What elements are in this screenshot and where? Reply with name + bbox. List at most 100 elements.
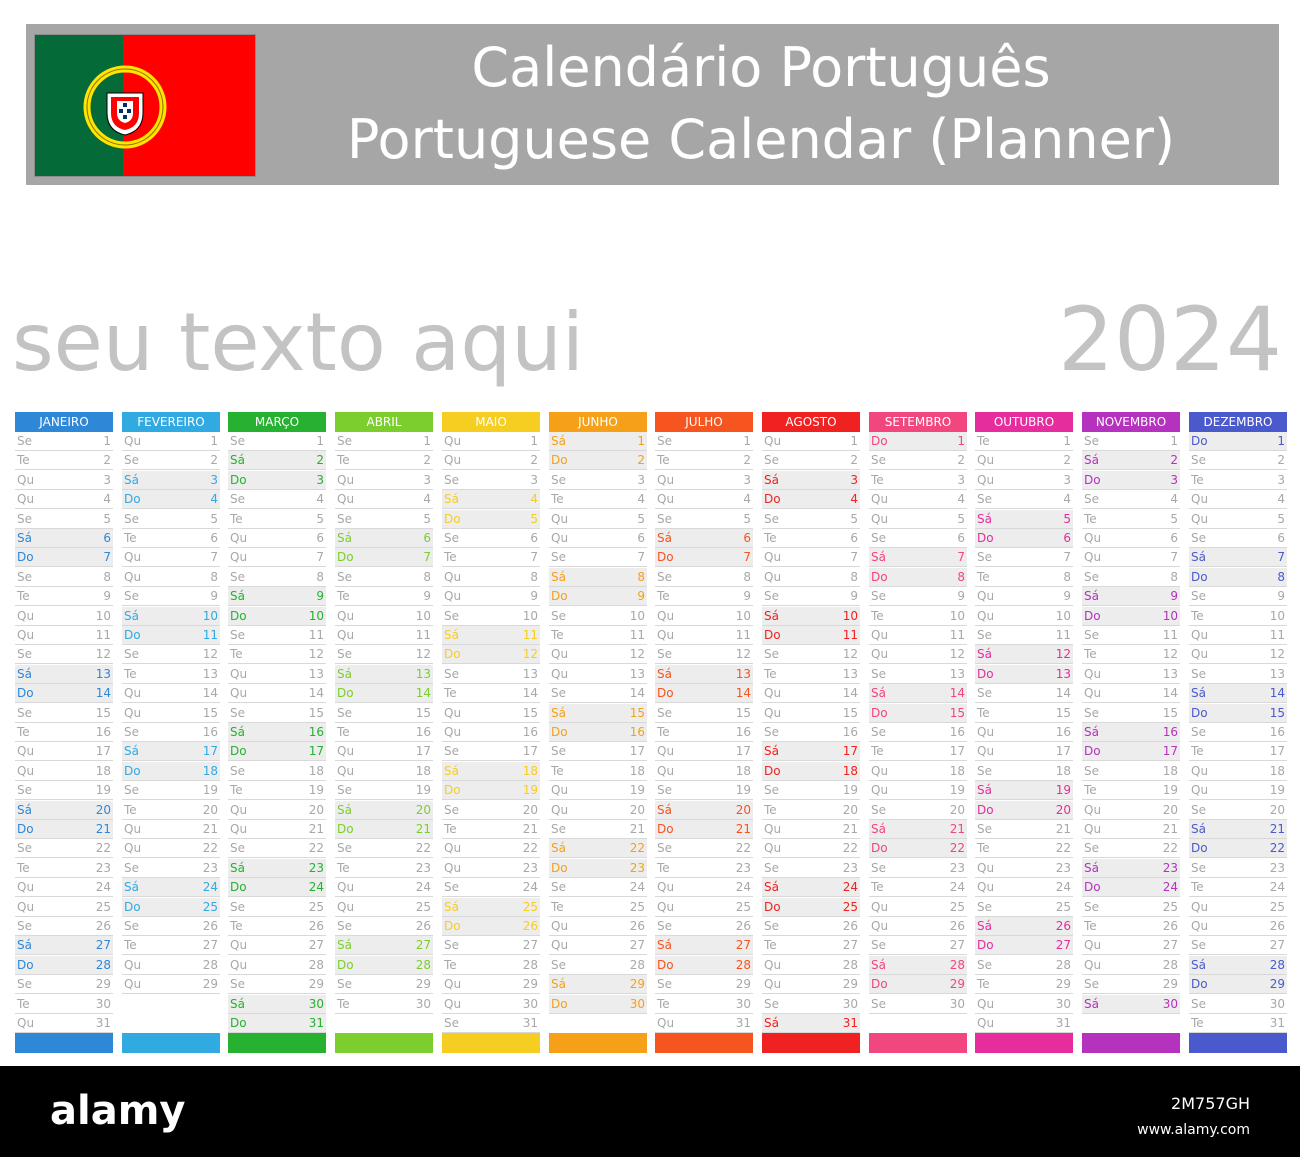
weekday-label: Sá xyxy=(551,570,566,584)
weekday-label: Qu xyxy=(764,550,782,564)
weekday-label: Se xyxy=(1084,628,1099,642)
weekday-label: Qu xyxy=(1191,647,1209,661)
day-number: 15 xyxy=(1055,706,1071,720)
day-number: 9 xyxy=(316,589,324,603)
day-row: Qu 16 xyxy=(442,723,540,742)
portugal-flag-icon xyxy=(34,34,256,177)
day-number: 7 xyxy=(957,550,965,564)
day-number: 23 xyxy=(1162,861,1178,875)
day-number: 30 xyxy=(949,997,965,1011)
day-row: Sá 24 xyxy=(762,878,860,897)
weekday-label: Do xyxy=(977,938,994,952)
weekday-label: Se xyxy=(1191,531,1206,545)
day-number: 20 xyxy=(522,803,538,817)
day-number: 21 xyxy=(1269,822,1285,836)
day-row: Sá 6 xyxy=(335,529,433,548)
day-number: 10 xyxy=(949,609,965,623)
weekday-label: Do xyxy=(444,647,461,661)
weekday-label: Qu xyxy=(977,1016,995,1030)
day-row: Se 16 xyxy=(762,723,860,742)
weekday-label: Se xyxy=(124,647,139,661)
weekday-label: Sá xyxy=(230,861,245,875)
day-number: 4 xyxy=(1170,492,1178,506)
day-number: 16 xyxy=(308,725,324,739)
weekday-label: Qu xyxy=(230,531,248,545)
weekday-label: Qu xyxy=(1084,550,1102,564)
weekday-label: Se xyxy=(230,706,245,720)
day-number: 27 xyxy=(415,938,431,952)
day-row: Se 7 xyxy=(549,548,647,567)
weekday-label: Se xyxy=(337,647,352,661)
day-row: Do 11 xyxy=(122,626,220,645)
day-row: Qu 22 xyxy=(442,839,540,858)
month-header: NOVEMBRO xyxy=(1082,412,1180,432)
weekday-label: Sá xyxy=(1191,686,1206,700)
weekday-label: Do xyxy=(444,512,461,526)
day-number: 19 xyxy=(308,783,324,797)
day-row: Do 18 xyxy=(762,762,860,781)
day-number: 11 xyxy=(1162,628,1178,642)
day-number: 13 xyxy=(415,667,431,681)
weekday-label: Qu xyxy=(551,919,569,933)
day-row: Qu 24 xyxy=(655,878,753,897)
weekday-label: Te xyxy=(871,609,884,623)
weekday-label: Se xyxy=(17,706,32,720)
weekday-label: Se xyxy=(551,473,566,487)
day-number: 15 xyxy=(522,706,538,720)
day-number: 4 xyxy=(423,492,431,506)
day-row: Qu 14 xyxy=(762,684,860,703)
weekday-label: Do xyxy=(1191,977,1208,991)
day-number: 14 xyxy=(629,686,645,700)
weekday-label: Qu xyxy=(1191,783,1209,797)
day-row: Te 10 xyxy=(1189,607,1287,626)
day-number: 23 xyxy=(735,861,751,875)
day-row: Sá 27 xyxy=(15,936,113,955)
day-number: 10 xyxy=(95,609,111,623)
weekday-label: Do xyxy=(1191,706,1208,720)
weekday-label: Se xyxy=(1084,570,1099,584)
day-number: 26 xyxy=(202,919,218,933)
day-number: 14 xyxy=(1269,686,1285,700)
weekday-label: Se xyxy=(1084,434,1099,448)
weekday-label: Se xyxy=(1084,900,1099,914)
day-number: 18 xyxy=(629,764,645,778)
day-row: Se 16 xyxy=(122,723,220,742)
day-row: Se 18 xyxy=(975,762,1073,781)
weekday-label: Sá xyxy=(551,434,566,448)
weekday-label: Qu xyxy=(230,803,248,817)
day-row: Se 6 xyxy=(869,529,967,548)
day-number: 7 xyxy=(850,550,858,564)
weekday-label: Te xyxy=(124,667,137,681)
day-row: Qu 26 xyxy=(549,917,647,936)
weekday-label: Qu xyxy=(17,880,35,894)
day-row: Qu 7 xyxy=(762,548,860,567)
weekday-label: Te xyxy=(17,725,30,739)
day-row: Se 25 xyxy=(975,898,1073,917)
day-row: Qu 22 xyxy=(122,839,220,858)
day-number: 14 xyxy=(95,686,111,700)
day-row: Qu 26 xyxy=(1189,917,1287,936)
day-row: Se 22 xyxy=(15,839,113,858)
weekday-label: Sá xyxy=(1084,997,1099,1011)
month-header: OUTUBRO xyxy=(975,412,1073,432)
day-row: Qu 3 xyxy=(975,471,1073,490)
day-number: 22 xyxy=(522,841,538,855)
weekday-label: Se xyxy=(124,589,139,603)
weekday-label: Qu xyxy=(17,744,35,758)
weekday-label: Qu xyxy=(17,1016,35,1030)
day-row: Te 5 xyxy=(1082,510,1180,529)
day-number: 25 xyxy=(949,900,965,914)
watermark-footer: alamy 2M757GH www.alamy.com xyxy=(0,1066,1300,1157)
weekday-label: Se xyxy=(1084,492,1099,506)
day-row: Do 7 xyxy=(335,548,433,567)
weekday-label: Qu xyxy=(764,570,782,584)
day-number: 7 xyxy=(637,550,645,564)
day-number: 29 xyxy=(949,977,965,991)
weekday-label: Do xyxy=(1084,744,1101,758)
day-row: Se 2 xyxy=(762,451,860,470)
day-number: 8 xyxy=(210,570,218,584)
weekday-label: Se xyxy=(871,667,886,681)
month-column: JULHO Se 1 Te 2 Qu 3 Qu 4 Se 5 Sá 6 Do 7 Se 8 Te 9 Qu 10 Qu 11… xyxy=(655,412,753,1053)
day-row: Qu 25 xyxy=(869,898,967,917)
day-number: 22 xyxy=(415,841,431,855)
